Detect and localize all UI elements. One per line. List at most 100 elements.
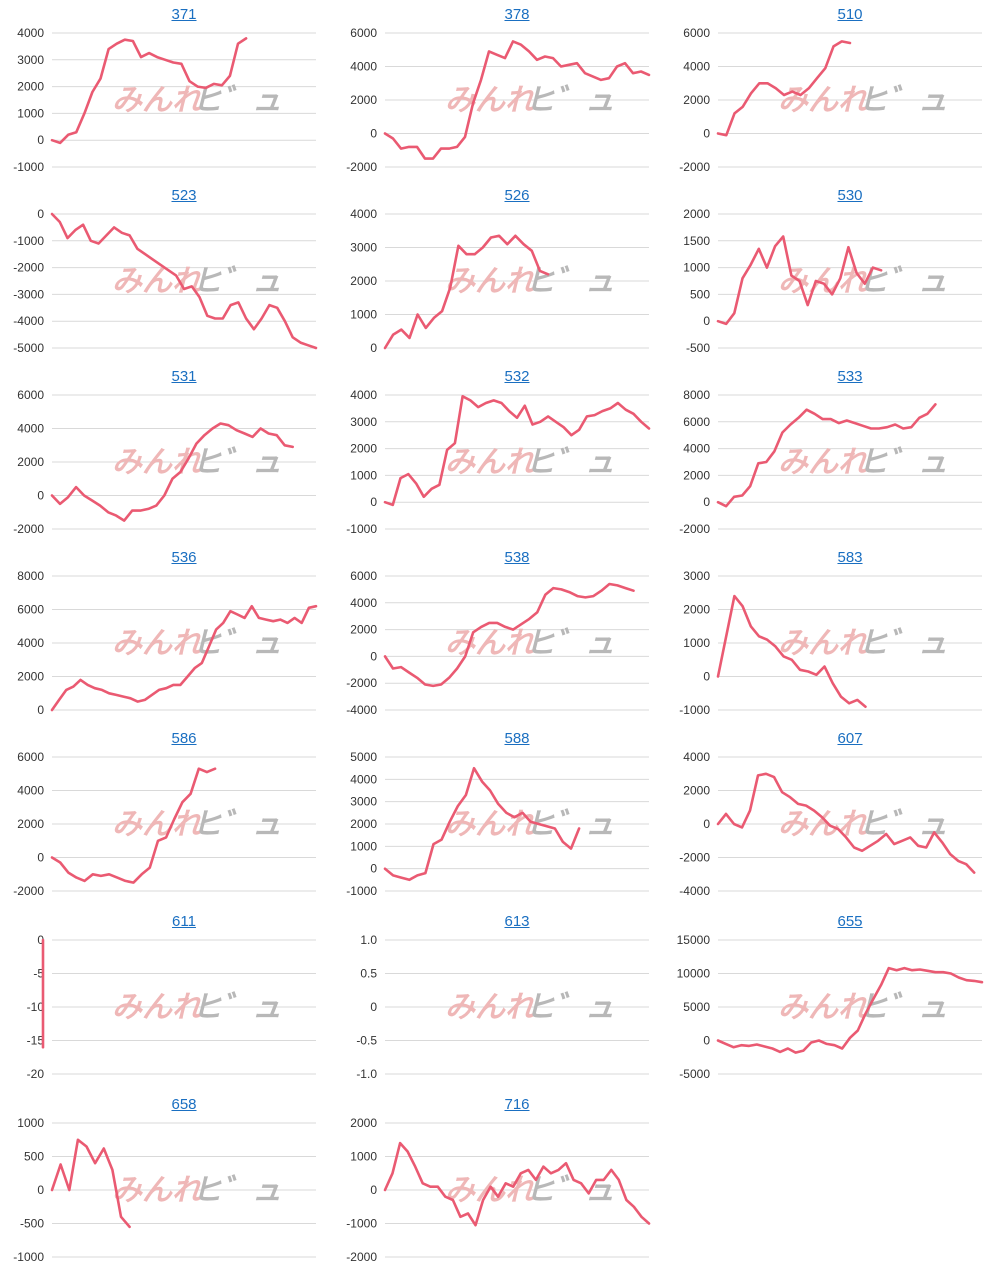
y-tick-label: 500: [690, 287, 710, 301]
chart-title-link[interactable]: 583: [837, 549, 863, 566]
watermark-part-b: ヒ゛ュ: [858, 808, 948, 841]
chart-panel-716: 716 2000 1000 0 -1000 -2000 みんれ ヒ゛ュ: [333, 1090, 663, 1270]
y-tick-label: 6000: [350, 26, 377, 40]
y-tick-label: -500: [20, 1217, 44, 1231]
y-tick-label: 10000: [677, 967, 711, 981]
chart-title-link[interactable]: 531: [171, 368, 197, 385]
chart-panel-611: 611 0 -5 -10 -15 -20 みんれ ヒ゛ュ: [0, 907, 330, 1087]
y-tick-label: 4000: [350, 596, 377, 610]
y-tick-label: -2000: [679, 851, 710, 865]
y-tick-label: 2000: [350, 274, 377, 288]
chart-title-link[interactable]: 716: [504, 1096, 530, 1113]
y-tick-label: -2000: [13, 522, 44, 536]
y-tick-label: 8000: [17, 569, 44, 583]
y-tick-label: 0: [37, 489, 44, 503]
y-tick-label: -2000: [679, 522, 710, 536]
y-tick-label: -1000: [13, 160, 44, 174]
y-tick-label: 6000: [17, 750, 44, 764]
watermark-part-a: みんれ: [112, 446, 203, 479]
chart-panel-371: 371 4000 3000 2000 1000 0 -1000 みんれ ヒ゛ュ: [0, 0, 330, 180]
chart-title-link[interactable]: 588: [504, 730, 530, 747]
y-tick-label: -0.5: [356, 1034, 377, 1048]
chart-title-link[interactable]: 510: [837, 6, 863, 23]
chart-title-link[interactable]: 538: [504, 549, 530, 566]
y-tick-label: 2000: [683, 603, 710, 617]
y-tick-label: -2000: [13, 261, 44, 275]
watermark-part-a: みんれ: [112, 808, 203, 841]
y-tick-label: 2000: [17, 80, 44, 94]
y-tick-label: 0.5: [360, 967, 377, 981]
y-tick-label: -1000: [346, 1217, 377, 1231]
y-tick-label: 1.0: [360, 933, 377, 947]
y-tick-label: 2000: [350, 442, 377, 456]
y-tick-label: 2000: [350, 1116, 377, 1130]
y-tick-label: 2000: [350, 93, 377, 107]
y-tick-label: 6000: [683, 26, 710, 40]
watermark-part-a: みんれ: [112, 627, 203, 660]
chart-panel-378: 378 6000 4000 2000 0 -2000 みんれ ヒ゛ュ: [333, 0, 663, 180]
chart-title-link[interactable]: 532: [504, 368, 530, 385]
y-tick-label: 0: [370, 649, 377, 663]
y-tick-label: -5000: [13, 341, 44, 355]
series-line: [716, 966, 984, 1054]
chart-title-link[interactable]: 533: [837, 368, 863, 385]
chart-title-link[interactable]: 526: [504, 187, 530, 204]
y-tick-label: 4000: [17, 26, 44, 40]
y-tick-label: -1000: [13, 1250, 44, 1264]
chart-panel-607: 607 4000 2000 0 -2000 -4000 みんれ ヒ゛ュ: [666, 724, 996, 904]
y-tick-label: 6000: [17, 388, 44, 402]
y-tick-label: 0: [370, 495, 377, 509]
chart-title-link[interactable]: 655: [837, 913, 863, 930]
chart-title-link[interactable]: 613: [504, 913, 530, 930]
chart-title-link[interactable]: 530: [837, 187, 863, 204]
y-tick-label: 4000: [17, 422, 44, 436]
y-tick-label: 1000: [350, 468, 377, 482]
series-line: [50, 212, 318, 350]
y-tick-label: 15000: [677, 933, 711, 947]
watermark-part-a: みんれ: [445, 265, 536, 298]
chart-title-link[interactable]: 611: [172, 913, 196, 930]
chart-title-link[interactable]: 607: [837, 730, 863, 747]
y-tick-label: -4000: [346, 703, 377, 717]
chart-title-link[interactable]: 658: [171, 1096, 197, 1113]
chart-title-link[interactable]: 378: [504, 6, 530, 23]
chart-title-link[interactable]: 523: [171, 187, 197, 204]
watermark-part-a: みんれ: [445, 627, 536, 660]
chart-title-link[interactable]: 536: [171, 549, 197, 566]
y-tick-label: 2000: [17, 455, 44, 469]
chart-panel-530: 530 2000 1500 1000 500 0 -500 みんれ ヒ゛ュ: [666, 181, 996, 361]
watermark-part-a: みんれ: [112, 991, 203, 1024]
series-line: [50, 767, 217, 884]
chart-panel-538: 538 6000 4000 2000 0 -2000 -4000 みんれ ヒ゛ュ: [333, 543, 663, 723]
chart-panel-531: 531 6000 4000 2000 0 -2000 みんれ ヒ゛ュ: [0, 362, 330, 542]
y-tick-label: 2000: [683, 207, 710, 221]
series-line: [383, 234, 550, 350]
chart-title-link[interactable]: 371: [171, 6, 197, 23]
y-tick-label: -1000: [346, 522, 377, 536]
chart-panel-658: 658 1000 500 0 -500 -1000 みんれ ヒ゛ュ: [0, 1090, 330, 1270]
series-line: [50, 604, 318, 712]
watermark-part-b: ヒ゛ュ: [858, 446, 948, 479]
y-tick-label: 1000: [683, 261, 710, 275]
y-tick-label: 4000: [350, 60, 377, 74]
y-tick-label: -1.0: [356, 1067, 377, 1081]
y-tick-label: 0: [370, 341, 377, 355]
watermark-part-b: ヒ゛ュ: [192, 627, 282, 660]
y-tick-label: 1000: [683, 636, 710, 650]
series-line: [383, 1141, 651, 1227]
y-tick-label: 2000: [683, 784, 710, 798]
chart-title-link[interactable]: 586: [171, 730, 197, 747]
